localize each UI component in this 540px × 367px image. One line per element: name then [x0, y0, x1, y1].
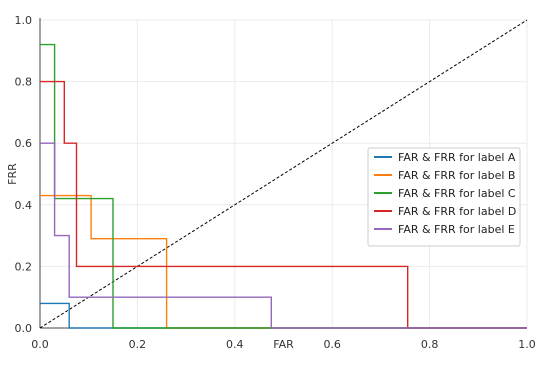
y-tick-label: 0.6 [15, 137, 33, 150]
x-axis-label: FAR [273, 338, 294, 351]
legend-entry-label: FAR & FRR for label C [398, 187, 516, 200]
x-tick-label: 0.6 [323, 338, 341, 351]
legend: FAR & FRR for label A FAR & FRR for label… [367, 147, 521, 247]
diagonal-reference [39, 19, 528, 329]
x-tick-label: 0.2 [129, 338, 147, 351]
x-tick-label: 0.8 [421, 338, 439, 351]
tick-labels: 0.0 0.2 0.4 0.6 0.8 1.0 0.0 0.2 0.4 0.6 0.8 1.0 [15, 14, 536, 351]
legend-box [367, 147, 521, 247]
y-tick-label: 0.8 [15, 76, 33, 89]
legend-entry-label: FAR & FRR for label E [398, 223, 515, 236]
legend-entry-label: FAR & FRR for label D [398, 205, 516, 218]
legend-entry-label: FAR & FRR for label A [398, 151, 516, 164]
y-tick-label: 0.4 [15, 199, 33, 212]
series-lines [40, 43, 527, 329]
series-line-d [40, 80, 527, 329]
diagonal-line [39, 19, 528, 329]
y-axis-label: FRR [6, 163, 19, 185]
series-line-e [40, 142, 527, 329]
y-tick-label: 1.0 [15, 14, 33, 27]
x-tick-label: 0.0 [31, 338, 49, 351]
legend-entry-label: FAR & FRR for label B [398, 169, 515, 182]
y-tick-label: 0.0 [15, 322, 33, 335]
series-line-c [40, 43, 527, 329]
x-tick-label: 1.0 [518, 338, 536, 351]
x-tick-label: 0.4 [226, 338, 244, 351]
y-tick-label: 0.2 [15, 260, 33, 273]
